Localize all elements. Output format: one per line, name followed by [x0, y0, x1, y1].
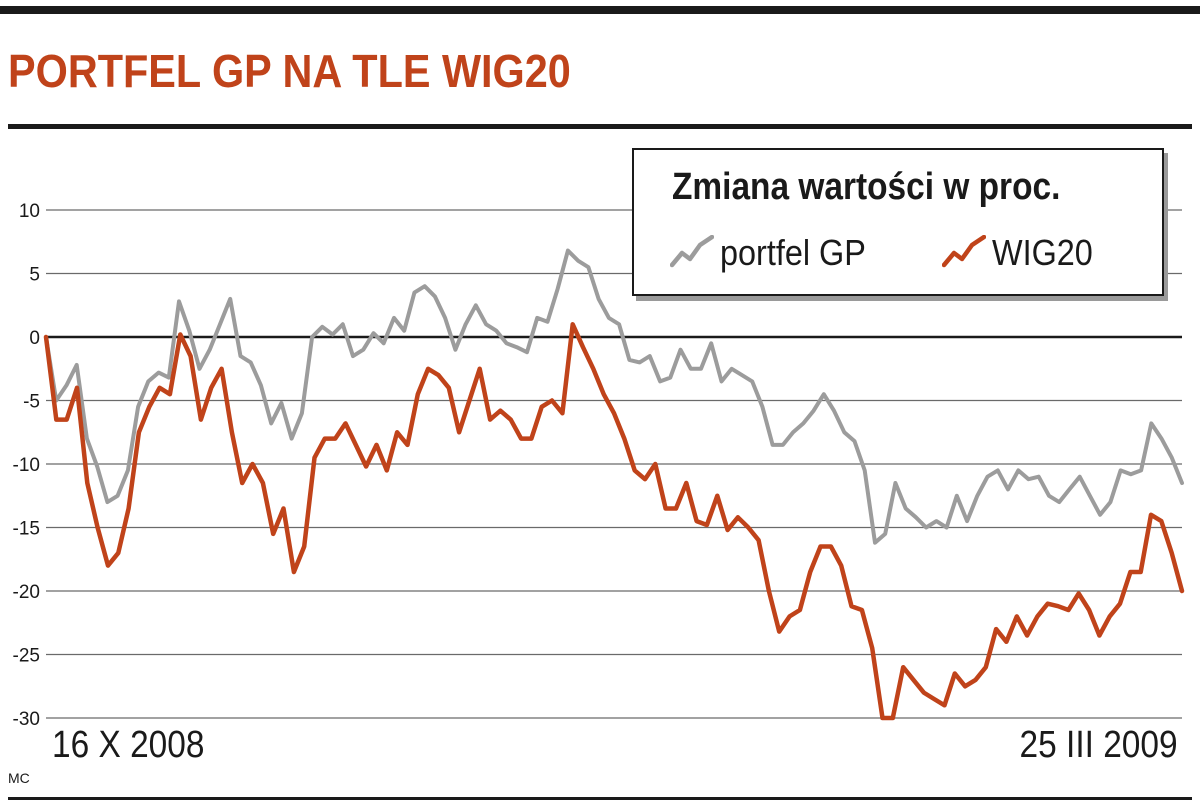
series-lines — [43, 248, 1185, 721]
series-line-portfel — [44, 248, 1184, 545]
y-tick-label: 5 — [29, 265, 40, 286]
top-rule — [0, 6, 1200, 14]
bottom-rule — [8, 797, 1192, 800]
legend-swatch-portfel — [670, 235, 714, 268]
x-start-label: 16 X 2008 — [52, 724, 205, 766]
credit: MC — [8, 770, 30, 786]
legend-title: Zmiana wartości w proc. — [672, 166, 1061, 208]
y-tick-label: -10 — [13, 455, 40, 476]
y-tick-label: 10 — [19, 201, 40, 222]
legend-label-portfel: portfel GP — [720, 232, 866, 273]
legend-item-portfel: portfel GP — [670, 232, 882, 274]
legend-item-wig20: WIG20 — [942, 232, 1104, 274]
x-end-label: 25 III 2009 — [1019, 724, 1178, 766]
y-tick-label: 0 — [29, 328, 40, 349]
legend-label-wig20: WIG20 — [992, 232, 1093, 273]
y-tick-label: -25 — [13, 646, 40, 667]
series-line-wig20 — [43, 322, 1185, 721]
y-tick-label: -30 — [13, 709, 40, 730]
y-tick-label: -20 — [13, 582, 40, 603]
legend: Zmiana wartości w proc. portfel GP WIG20 — [632, 148, 1164, 296]
chart-title: PORTFEL GP NA TLE WIG20 — [8, 45, 571, 97]
y-tick-label: -15 — [13, 519, 40, 540]
legend-swatch-wig20 — [942, 235, 986, 268]
title-rule — [8, 124, 1192, 129]
y-tick-label: -5 — [23, 392, 40, 413]
y-tick-labels: 10 5 0 -5 -10 -15 -20 -25 -30 — [13, 201, 40, 730]
